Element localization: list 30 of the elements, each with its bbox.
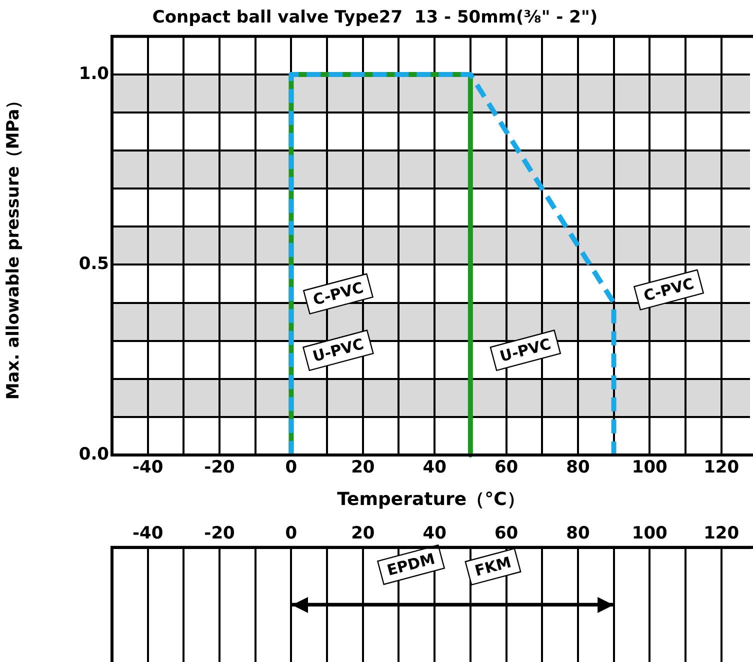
- x-tick-label: -40: [132, 458, 164, 478]
- text: C-PVC: [311, 278, 366, 310]
- x-tick-label: 40: [422, 458, 447, 478]
- annotation: EPDM: [385, 550, 437, 580]
- x-tick-label: 0: [285, 458, 298, 478]
- y-tick-label: 0.5: [78, 254, 109, 274]
- x-tick-label: -20: [204, 458, 236, 478]
- x-tick-label: 60: [494, 524, 518, 544]
- x-tick-label: 100: [632, 524, 668, 544]
- x-tick-label: 120: [704, 524, 740, 544]
- x-tick-label: 80: [566, 524, 590, 544]
- x-tick-label: 20: [351, 524, 375, 544]
- x-tick-label: -20: [204, 524, 236, 544]
- y-tick-label: 1.0: [78, 64, 110, 84]
- x-tick-label: 100: [632, 458, 668, 478]
- text: C-PVC: [642, 274, 696, 306]
- x-tick-label: 20: [351, 458, 375, 478]
- x-tick-label: 60: [494, 458, 518, 478]
- x-tick-label: 40: [422, 524, 447, 544]
- text: U-PVC: [310, 334, 366, 366]
- x-tick-label: -40: [132, 524, 164, 544]
- y-tick-label: 0.0: [78, 444, 110, 464]
- y-axis-title: Max. allowable pressure（MPa）: [4, 92, 24, 400]
- x-axis-title: Temperature（°C）: [337, 488, 525, 510]
- x-tick-label: 0: [285, 524, 298, 544]
- text: U-PVC: [498, 334, 553, 366]
- annotation: FKM: [472, 553, 514, 580]
- x-tick-label: 80: [566, 458, 590, 478]
- chart-title: Conpact ball valve Type27 13 - 50mm(⅜" - 2"): [152, 8, 598, 28]
- x-tick-label: 120: [704, 458, 740, 478]
